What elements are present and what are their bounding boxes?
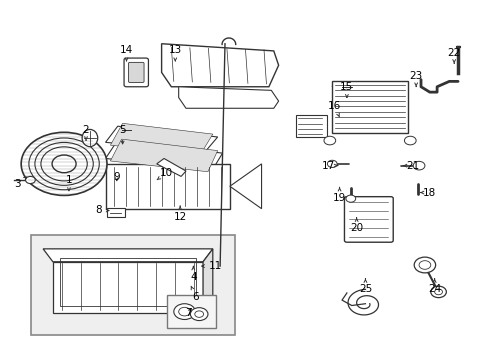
Text: 13: 13 bbox=[168, 45, 182, 61]
Text: 25: 25 bbox=[358, 279, 371, 294]
Text: 16: 16 bbox=[327, 102, 341, 117]
Text: 19: 19 bbox=[332, 187, 346, 203]
Text: 18: 18 bbox=[420, 188, 435, 198]
Text: 24: 24 bbox=[427, 279, 440, 294]
FancyBboxPatch shape bbox=[105, 164, 229, 209]
FancyBboxPatch shape bbox=[106, 208, 125, 217]
Polygon shape bbox=[178, 87, 278, 108]
FancyBboxPatch shape bbox=[31, 234, 234, 335]
FancyBboxPatch shape bbox=[167, 296, 216, 328]
Text: 3: 3 bbox=[15, 177, 27, 189]
Circle shape bbox=[345, 195, 355, 202]
FancyBboxPatch shape bbox=[295, 116, 327, 137]
Text: 6: 6 bbox=[191, 286, 199, 302]
Text: 14: 14 bbox=[120, 45, 133, 61]
Polygon shape bbox=[161, 44, 278, 87]
Polygon shape bbox=[105, 126, 217, 151]
FancyBboxPatch shape bbox=[124, 58, 148, 87]
Polygon shape bbox=[105, 141, 222, 169]
FancyBboxPatch shape bbox=[344, 197, 392, 242]
Text: 2: 2 bbox=[82, 125, 89, 140]
Polygon shape bbox=[110, 139, 217, 172]
Circle shape bbox=[173, 304, 195, 319]
Polygon shape bbox=[229, 164, 261, 209]
Text: 7: 7 bbox=[185, 308, 191, 318]
Polygon shape bbox=[203, 249, 212, 314]
Text: 9: 9 bbox=[113, 172, 120, 182]
Circle shape bbox=[430, 286, 446, 298]
Polygon shape bbox=[43, 249, 212, 262]
Text: 17: 17 bbox=[321, 161, 337, 171]
FancyBboxPatch shape bbox=[128, 62, 144, 82]
Text: 1: 1 bbox=[65, 175, 72, 191]
Polygon shape bbox=[157, 158, 185, 176]
Text: 11: 11 bbox=[201, 261, 222, 271]
Polygon shape bbox=[53, 262, 203, 314]
Circle shape bbox=[190, 308, 207, 320]
FancyBboxPatch shape bbox=[331, 81, 407, 134]
Circle shape bbox=[25, 176, 35, 184]
Circle shape bbox=[21, 132, 107, 195]
Text: 12: 12 bbox=[173, 206, 186, 221]
Text: 22: 22 bbox=[447, 48, 460, 63]
Circle shape bbox=[413, 257, 435, 273]
Circle shape bbox=[327, 160, 336, 167]
Circle shape bbox=[412, 161, 424, 170]
Text: 4: 4 bbox=[190, 266, 196, 282]
Text: 8: 8 bbox=[95, 206, 109, 216]
Text: 23: 23 bbox=[408, 71, 422, 86]
Circle shape bbox=[324, 136, 335, 145]
Text: 15: 15 bbox=[340, 82, 353, 98]
Polygon shape bbox=[110, 123, 212, 154]
Text: 10: 10 bbox=[157, 168, 173, 180]
Text: 21: 21 bbox=[403, 161, 419, 171]
Text: 20: 20 bbox=[349, 218, 363, 233]
Text: 5: 5 bbox=[119, 125, 125, 144]
Ellipse shape bbox=[82, 130, 98, 147]
Circle shape bbox=[404, 136, 415, 145]
